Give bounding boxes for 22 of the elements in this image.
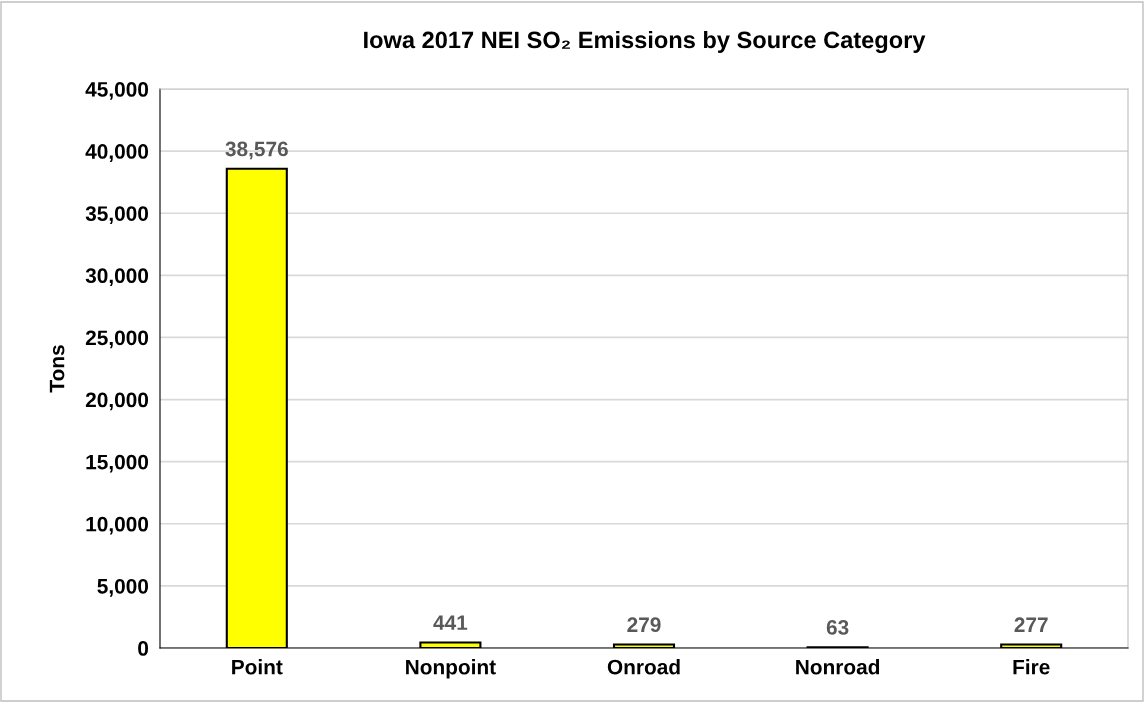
y-tick-label: 35,000 <box>85 206 149 224</box>
x-tick-label: Point <box>232 659 283 675</box>
data-label: 38,576 <box>225 141 288 160</box>
y-tick-label: 20,000 <box>85 392 149 411</box>
x-tick-label: Fire <box>1013 659 1050 675</box>
y-tick-label: 40,000 <box>85 144 149 162</box>
data-label: 63 <box>826 620 849 635</box>
y-tick-label: 5,000 <box>97 578 149 597</box>
x-tick-label: Onroad <box>607 659 680 675</box>
y-tick-label: 45,000 <box>85 82 149 100</box>
y-tick-label: 10,000 <box>86 516 149 535</box>
y-tick-label: 15,000 <box>86 454 149 473</box>
y-tick-label: 0 <box>138 641 149 656</box>
chart-title: Iowa 2017 NEI SO₂ Emissions by Source Category <box>364 30 926 54</box>
y-tick-label: 30,000 <box>85 268 149 287</box>
data-label: 441 <box>433 615 468 630</box>
x-tick-label: Nonpoint <box>406 659 496 679</box>
y-tick-label: 25,000 <box>85 330 149 349</box>
data-label: 277 <box>1014 617 1048 632</box>
data-label: 279 <box>627 617 661 633</box>
x-tick-label: Nonroad <box>796 659 880 675</box>
y-axis-title: Tons <box>49 345 65 393</box>
